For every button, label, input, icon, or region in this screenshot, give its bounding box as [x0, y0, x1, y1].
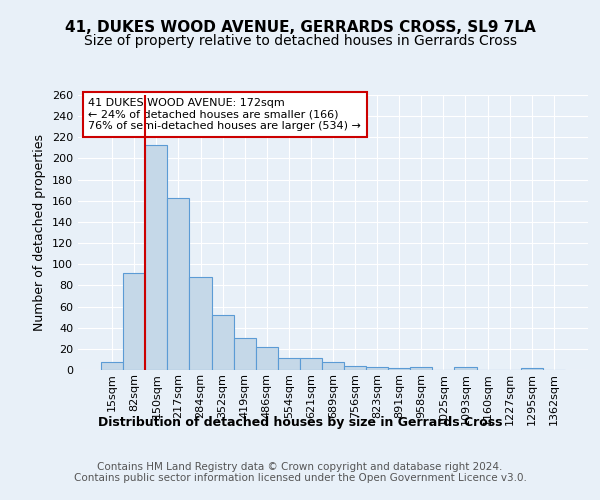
Bar: [410, 367, 433, 370]
Bar: [145, 144, 167, 370]
Bar: [123, 272, 145, 370]
Bar: [256, 346, 278, 370]
Bar: [366, 367, 388, 370]
Text: 41, DUKES WOOD AVENUE, GERRARDS CROSS, SL9 7LA: 41, DUKES WOOD AVENUE, GERRARDS CROSS, S…: [65, 20, 535, 35]
Bar: [101, 362, 123, 370]
Bar: [167, 198, 190, 370]
Bar: [278, 358, 300, 370]
Bar: [233, 338, 256, 370]
Text: 41 DUKES WOOD AVENUE: 172sqm
← 24% of detached houses are smaller (166)
76% of s: 41 DUKES WOOD AVENUE: 172sqm ← 24% of de…: [88, 98, 361, 131]
Bar: [300, 358, 322, 370]
Bar: [322, 362, 344, 370]
Bar: [190, 277, 212, 370]
Bar: [388, 368, 410, 370]
Text: Distribution of detached houses by size in Gerrards Cross: Distribution of detached houses by size …: [98, 416, 502, 429]
Bar: [521, 368, 543, 370]
Bar: [212, 315, 233, 370]
Bar: [454, 367, 476, 370]
Text: Size of property relative to detached houses in Gerrards Cross: Size of property relative to detached ho…: [83, 34, 517, 48]
Bar: [344, 366, 366, 370]
Text: Contains HM Land Registry data © Crown copyright and database right 2024.
Contai: Contains HM Land Registry data © Crown c…: [74, 462, 526, 483]
Y-axis label: Number of detached properties: Number of detached properties: [34, 134, 46, 331]
